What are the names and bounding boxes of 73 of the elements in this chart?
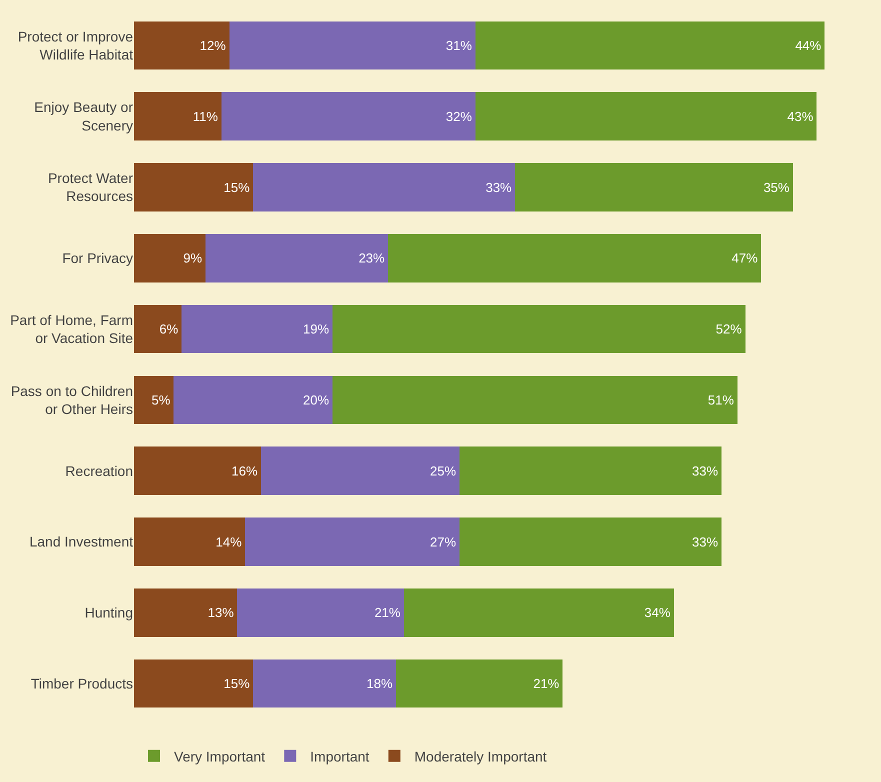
bar <box>396 659 563 708</box>
data-label: 31% <box>446 38 472 53</box>
bar <box>134 659 254 708</box>
bar <box>205 234 388 282</box>
bar <box>475 21 825 70</box>
bar <box>174 376 332 424</box>
bar <box>134 518 246 566</box>
data-label: 47% <box>732 250 758 266</box>
data-label: 15% <box>224 180 250 195</box>
bar <box>388 234 762 282</box>
data-label: 25% <box>430 463 456 478</box>
y-tick-label: Land Investment <box>29 534 134 550</box>
bar <box>515 163 793 212</box>
data-label: 6% <box>159 322 179 337</box>
bar <box>475 92 817 140</box>
bar <box>459 446 722 495</box>
bar <box>134 21 230 70</box>
y-tick-label: Pass on to Children or Other Heirs <box>10 382 133 417</box>
legend-label: Moderately Important <box>414 748 547 764</box>
data-label: 18% <box>366 676 393 692</box>
bar <box>134 234 206 282</box>
y-tick-label: Hunting <box>84 604 133 621</box>
data-label: 20% <box>303 392 330 408</box>
data-label: 51% <box>708 392 734 408</box>
y-tick-label: Timber Products <box>30 675 133 692</box>
bar <box>237 588 404 637</box>
data-label: 19% <box>303 322 330 337</box>
data-label: 44% <box>795 38 822 53</box>
legend-label: Very Important <box>174 748 266 764</box>
y-tick-label: Part of Home, Farm or Vacation Site <box>10 312 134 346</box>
data-label: 33% <box>486 180 512 195</box>
bar <box>134 92 222 140</box>
data-label: 33% <box>692 463 718 478</box>
data-label: 11% <box>192 108 218 124</box>
data-label: 15% <box>224 676 250 692</box>
bar <box>229 21 476 70</box>
bar <box>332 304 746 354</box>
data-label: 14% <box>216 534 242 550</box>
data-label: 35% <box>763 180 790 195</box>
data-label: 27% <box>430 534 456 550</box>
bar <box>245 518 460 566</box>
y-tick-label: Protect or Improve Wildlife Habitat <box>18 28 134 62</box>
bar <box>459 518 722 566</box>
data-label: 13% <box>208 605 234 620</box>
y-tick-label: Enjoy Beauty or Scenery <box>34 99 134 134</box>
y-tick-label: Protect Water Resources <box>48 170 134 204</box>
y-tick-label: For Privacy <box>62 250 133 266</box>
data-label: 5% <box>151 392 171 408</box>
bar <box>134 163 254 212</box>
data-label: 23% <box>358 250 386 266</box>
y-tick-label: Recreation <box>65 462 133 479</box>
bar <box>182 304 332 354</box>
bar <box>221 92 476 140</box>
data-label: 33% <box>692 534 718 550</box>
data-label: 32% <box>446 108 472 124</box>
bar <box>134 588 238 637</box>
bar <box>332 376 738 424</box>
data-label: 9% <box>183 250 202 266</box>
bar <box>134 376 174 424</box>
data-label: 21% <box>374 605 401 620</box>
bar <box>134 446 262 495</box>
bar <box>253 163 516 212</box>
data-label: 12% <box>200 38 226 53</box>
data-label: 43% <box>787 108 814 124</box>
data-label: 34% <box>644 605 671 620</box>
legend-label: Important <box>310 748 370 764</box>
data-label: 16% <box>232 463 258 478</box>
data-label: 21% <box>533 676 560 692</box>
bar <box>253 659 396 708</box>
bar <box>261 446 460 495</box>
data-label: 52% <box>716 322 742 337</box>
bar <box>404 588 674 637</box>
bar <box>134 304 182 354</box>
